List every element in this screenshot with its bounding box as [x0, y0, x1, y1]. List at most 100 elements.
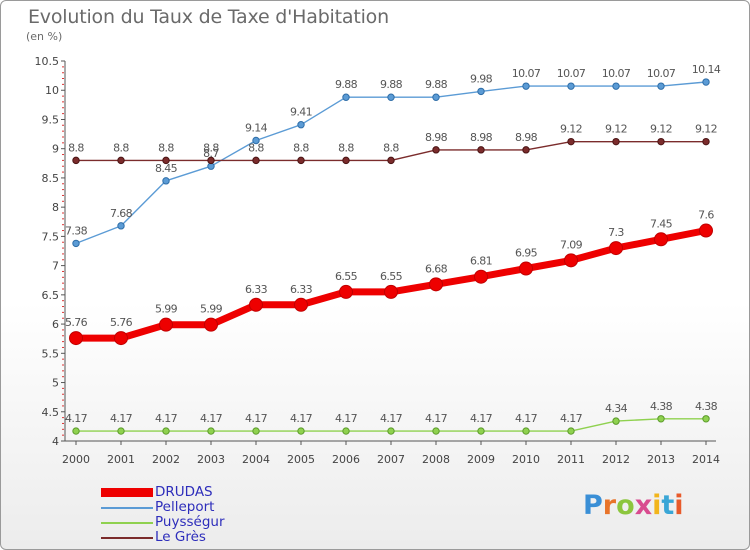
data-point: [657, 137, 665, 146]
data-point: [612, 82, 620, 90]
data-point: [702, 137, 710, 146]
data-label: 8.8: [158, 141, 174, 154]
data-label: 4.38: [695, 400, 718, 413]
data-label: 4.17: [470, 412, 493, 425]
x-tick-label: 2003: [197, 453, 225, 466]
data-label: 8.45: [155, 162, 178, 175]
data-label: 6.95: [515, 247, 538, 260]
data-label: 9.12: [560, 123, 582, 136]
data-label: 7.68: [110, 207, 133, 220]
data-point: [432, 93, 440, 101]
data-point: [612, 417, 620, 425]
y-tick-label: 6.5: [42, 289, 60, 302]
x-tick-label: 2012: [602, 453, 630, 466]
data-labels-layer: 5.76 5.76 5.99 5.99 6.33 6.33 6.55 6.55 6.68 6.81…: [65, 63, 721, 425]
data-label: 4.17: [200, 412, 223, 425]
logo-letter: i: [674, 490, 684, 521]
data-point: [654, 232, 668, 247]
data-label: 6.81: [470, 255, 492, 268]
data-point: [252, 427, 260, 435]
legend-label: Le Grès: [155, 529, 206, 545]
data-point: [477, 146, 485, 154]
data-label: 9.12: [695, 123, 717, 136]
data-label: 8.8: [203, 141, 219, 154]
x-tick-label: 2001: [107, 453, 135, 466]
data-label: 10.07: [512, 67, 541, 80]
data-label: 4.17: [425, 412, 448, 425]
data-label: 10.07: [557, 67, 586, 80]
data-point: [477, 87, 485, 96]
data-point: [207, 427, 215, 435]
data-label: 4.17: [380, 412, 403, 425]
data-label: 6.68: [425, 262, 448, 275]
x-tick-label: 2011: [557, 453, 585, 466]
data-label: 7.09: [560, 238, 583, 251]
y-tick-label: 7.5: [42, 230, 60, 243]
data-point: [342, 156, 350, 165]
data-point: [567, 137, 575, 146]
data-point: [162, 156, 170, 165]
data-label: 6.33: [290, 283, 313, 296]
data-label: 6.33: [245, 283, 268, 296]
data-point: [564, 253, 578, 268]
data-point: [429, 277, 443, 292]
logo-letter: i: [652, 490, 662, 521]
data-label: 4.38: [650, 400, 673, 413]
y-tick-label: 4.5: [42, 406, 60, 419]
data-label: 5.76: [110, 316, 133, 329]
data-point: [342, 93, 350, 101]
axes: 4 4.5 5 5.5 6 6.5 7 7.5 8 8.5 9 9.5 10 10.5 2000 2001 20…: [35, 55, 721, 466]
chart-subtitle: (en %): [26, 30, 63, 43]
data-label: 5.99: [155, 303, 178, 316]
y-tick-label: 8: [52, 201, 59, 214]
y-tick-label: 5.5: [42, 347, 60, 360]
data-point: [159, 317, 173, 332]
x-tick-label: 2004: [242, 453, 270, 466]
data-label: 8.98: [470, 131, 493, 144]
data-point: [432, 427, 440, 435]
data-label: 4.17: [290, 412, 313, 425]
data-point: [114, 331, 128, 346]
data-point: [612, 137, 620, 146]
x-tick-label: 2013: [647, 453, 675, 466]
data-point: [432, 146, 440, 154]
data-label: 8.7: [203, 147, 219, 160]
data-label: 9.14: [245, 122, 268, 135]
legend-swatch: [101, 488, 153, 497]
data-label: 7.6: [698, 209, 714, 222]
data-point: [207, 156, 215, 165]
legend-swatch: [101, 522, 153, 524]
data-point: [204, 317, 218, 332]
y-tick-label: 7: [52, 260, 59, 273]
data-point: [117, 156, 125, 165]
y-tick-label: 9: [52, 143, 59, 156]
data-point: [609, 241, 623, 256]
y-tick-label: 6: [52, 318, 59, 331]
data-label: 8.8: [68, 141, 84, 154]
data-point: [522, 146, 530, 154]
data-point: [162, 427, 170, 435]
logo-letter: r: [602, 490, 617, 521]
data-label: 6.55: [380, 270, 403, 283]
data-point: [117, 427, 125, 435]
data-point: [252, 156, 260, 165]
x-tick-label: 2000: [62, 453, 90, 466]
x-tick-label: 2008: [422, 453, 450, 466]
data-point: [522, 82, 530, 90]
logo-letter: o: [616, 490, 635, 521]
data-label: 9.12: [650, 123, 672, 136]
data-point: [657, 82, 665, 90]
data-point: [522, 427, 530, 435]
x-tick-label: 2007: [377, 453, 405, 466]
data-point: [72, 156, 80, 165]
data-label: 8.8: [113, 141, 129, 154]
data-label: 9.88: [380, 78, 403, 91]
data-label: 9.88: [425, 78, 448, 91]
data-label: 4.34: [605, 402, 628, 415]
data-label: 8.98: [425, 131, 448, 144]
legend-swatch: [101, 537, 153, 539]
legend-label: Puysségur: [155, 514, 225, 530]
data-label: 10.07: [647, 67, 676, 80]
logo-letter: x: [634, 490, 653, 521]
